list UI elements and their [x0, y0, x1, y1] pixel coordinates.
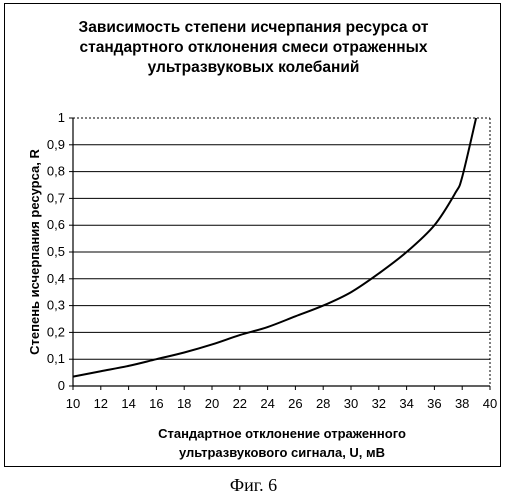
x-tick-label-13: 36 [427, 396, 441, 411]
y-tick-label-8: 0,8 [47, 164, 65, 179]
y-tick-label-1: 0,1 [47, 351, 65, 366]
grid-layer [73, 117, 491, 386]
y-tick-label-10: 1 [58, 110, 65, 125]
y-tick-label-0: 0 [58, 378, 65, 393]
x-tick-label-7: 24 [260, 396, 274, 411]
y-tick-label-2: 0,2 [47, 324, 65, 339]
x-tick-label-9: 28 [316, 396, 330, 411]
x-tick-label-3: 16 [149, 396, 163, 411]
x-tick-label-6: 22 [233, 396, 247, 411]
x-tick-label-8: 26 [288, 396, 302, 411]
x-tick-label-5: 20 [205, 396, 219, 411]
chart-title-line-1: Зависимость степени исчерпания ресурса о… [78, 19, 429, 36]
y-axis-label: Степень исчерпания ресурса, R [27, 149, 42, 355]
y-tick-label-3: 0,3 [47, 298, 65, 313]
x-axis-label-line-2: ультразвукового сигнала, U, мВ [179, 445, 385, 460]
figure-caption: Фиг. 6 [229, 475, 278, 495]
x-tick-label-10: 30 [344, 396, 358, 411]
series-layer [72, 117, 478, 378]
chart-title: Зависимость степени исчерпания ресурса о… [0, 18, 507, 78]
x-tick-label-12: 34 [399, 396, 413, 411]
axis-layer [69, 117, 491, 390]
y-tick-label-5: 0,5 [47, 244, 65, 259]
chart-frame [4, 3, 501, 467]
x-tick-label-14: 38 [455, 396, 469, 411]
y-tick-label-6: 0,6 [47, 217, 65, 232]
x-axis-label-line-1: Стандартное отклонение отраженного [158, 426, 406, 441]
x-tick-label-4: 18 [177, 396, 191, 411]
x-tick-label-11: 32 [372, 396, 386, 411]
y-tick-labels: 0 0,1 0,2 0,3 0,4 0,5 0,6 0,7 0,8 0,9 1 [47, 110, 65, 393]
chart-title-line-2: стандартного отклонения смеси отраженных [79, 39, 428, 56]
y-tick-label-9: 0,9 [47, 137, 65, 152]
x-tick-labels: 10 12 14 16 18 20 22 24 26 28 30 32 34 36 38 40 [66, 396, 497, 411]
x-tick-label-0: 10 [66, 396, 80, 411]
x-tick-label-15: 40 [483, 396, 497, 411]
series-line-0 [72, 117, 478, 378]
chart-svg: 10 12 14 16 18 20 22 24 26 28 30 32 34 36 38 40 0 0,1 0,2… [27, 110, 497, 460]
y-tick-label-7: 0,7 [47, 190, 65, 205]
y-tick-label-4: 0,4 [47, 271, 65, 286]
x-tick-label-1: 12 [94, 396, 108, 411]
chart-title-line-3: ультразвуковых колебаний [147, 59, 360, 76]
x-tick-label-2: 14 [121, 396, 135, 411]
